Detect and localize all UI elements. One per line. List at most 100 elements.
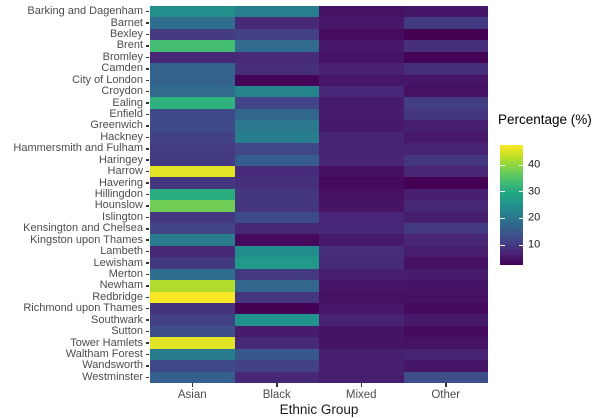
heatmap-cell	[403, 211, 488, 224]
legend-tick-mark	[500, 217, 505, 219]
heatmap-cell	[403, 314, 488, 326]
y-axis-label: Kingston upon Thames	[30, 233, 143, 246]
heatmap-cell	[150, 360, 235, 372]
y-tick-mark	[145, 102, 149, 104]
legend-tick-label: 30	[528, 185, 541, 198]
x-axis-label: Asian	[177, 389, 207, 401]
heatmap-cell	[150, 348, 235, 361]
heatmap-cell	[234, 108, 319, 121]
heatmap-cell	[234, 314, 319, 326]
y-tick-mark	[145, 193, 149, 196]
y-tick-mark	[145, 33, 149, 36]
heatmap-cell	[403, 234, 488, 246]
heatmap-cell	[403, 17, 488, 29]
heatmap-cell	[403, 188, 488, 201]
heatmap-cell	[234, 223, 319, 235]
legend-tick-mark	[500, 191, 505, 193]
x-axis-label: Black	[262, 389, 291, 401]
heatmap-cell	[319, 85, 404, 98]
legend-title: Percentage (%)	[498, 112, 592, 127]
y-tick-mark	[145, 90, 149, 93]
y-tick-mark	[145, 376, 149, 379]
y-tick-mark	[145, 22, 149, 24]
heatmap-cell	[403, 131, 488, 144]
y-axis-label: Lewisham	[93, 256, 143, 269]
y-axis-label: Islington	[102, 210, 143, 223]
heatmap-cell	[403, 40, 488, 52]
legend-tick-mark	[518, 217, 523, 219]
heatmap-cell	[150, 337, 235, 349]
legend-tick-mark	[518, 164, 523, 166]
heatmap-cell	[150, 120, 235, 132]
heatmap-cell	[234, 85, 319, 98]
y-tick-mark	[145, 10, 149, 13]
y-tick-mark	[145, 307, 149, 310]
heatmap-cell	[234, 360, 319, 372]
heatmap-cell	[150, 303, 235, 315]
y-axis-label: Barking and Dagenham	[27, 5, 143, 18]
y-tick-mark	[145, 342, 149, 344]
y-tick-mark	[145, 148, 149, 150]
x-tick-mark	[360, 383, 362, 387]
heatmap-cell	[234, 131, 319, 144]
heatmap-cell	[319, 303, 404, 315]
y-tick-mark	[145, 319, 149, 321]
heatmap-cell	[319, 120, 404, 132]
heatmap-cell	[319, 200, 404, 212]
heatmap-cell	[319, 280, 404, 292]
heatmap-cell	[234, 28, 319, 41]
heatmap-cell	[150, 6, 235, 18]
heatmap-cell	[234, 234, 319, 246]
heatmap-cell	[234, 17, 319, 29]
heatmap-cell	[319, 188, 404, 201]
heatmap-cell	[319, 211, 404, 224]
x-tick-mark	[445, 383, 447, 387]
heatmap-cell	[319, 177, 404, 189]
heatmap-cell	[403, 63, 488, 75]
heatmap-cell	[150, 188, 235, 201]
heatmap-cell	[150, 165, 235, 178]
y-tick-mark	[145, 365, 149, 367]
y-axis-label: Greenwich	[90, 119, 143, 132]
heatmap-cell	[319, 337, 404, 349]
heatmap-cell	[403, 97, 488, 109]
heatmap-cell	[319, 257, 404, 269]
heatmap-cell	[403, 120, 488, 132]
y-axis-label: Enfield	[109, 108, 143, 121]
heatmap-cell	[234, 74, 319, 86]
y-axis-label: Richmond upon Thames	[23, 302, 143, 315]
heatmap-cell	[150, 223, 235, 235]
heatmap-cell	[403, 348, 488, 361]
y-axis-label: Tower Hamlets	[70, 336, 143, 349]
heatmap-cell	[234, 40, 319, 52]
y-axis-label: Havering	[98, 176, 143, 189]
heatmap-cell	[319, 223, 404, 235]
y-axis-label: Barnet	[110, 16, 143, 29]
heatmap-cell	[319, 325, 404, 338]
heatmap-cell	[150, 74, 235, 86]
heatmap-cell	[319, 268, 404, 281]
y-tick-mark	[145, 285, 149, 287]
heatmap-cell	[403, 245, 488, 258]
heatmap-cell	[150, 28, 235, 41]
legend-tick-mark	[518, 244, 523, 246]
y-axis-label: Bexley	[109, 28, 143, 41]
heatmap-cell	[403, 371, 488, 383]
heatmap-cell	[234, 154, 319, 166]
heatmap-cell	[234, 165, 319, 178]
heatmap-cell	[150, 200, 235, 212]
y-tick-mark	[145, 262, 149, 264]
heatmap-cell	[234, 63, 319, 75]
y-axis-label: Wandsworth	[82, 359, 143, 372]
y-tick-mark	[145, 113, 149, 116]
heatmap-cell	[234, 120, 319, 132]
y-axis-label: Hammersmith and Fulham	[13, 142, 143, 155]
heatmap-cell	[234, 348, 319, 361]
y-tick-mark	[145, 170, 149, 173]
y-tick-mark	[145, 273, 149, 276]
heatmap-cell	[403, 268, 488, 281]
heatmap-cell	[150, 245, 235, 258]
legend-tick-label: 10	[528, 238, 541, 251]
y-axis-label: Sutton	[111, 325, 143, 338]
heatmap-cell	[319, 314, 404, 326]
